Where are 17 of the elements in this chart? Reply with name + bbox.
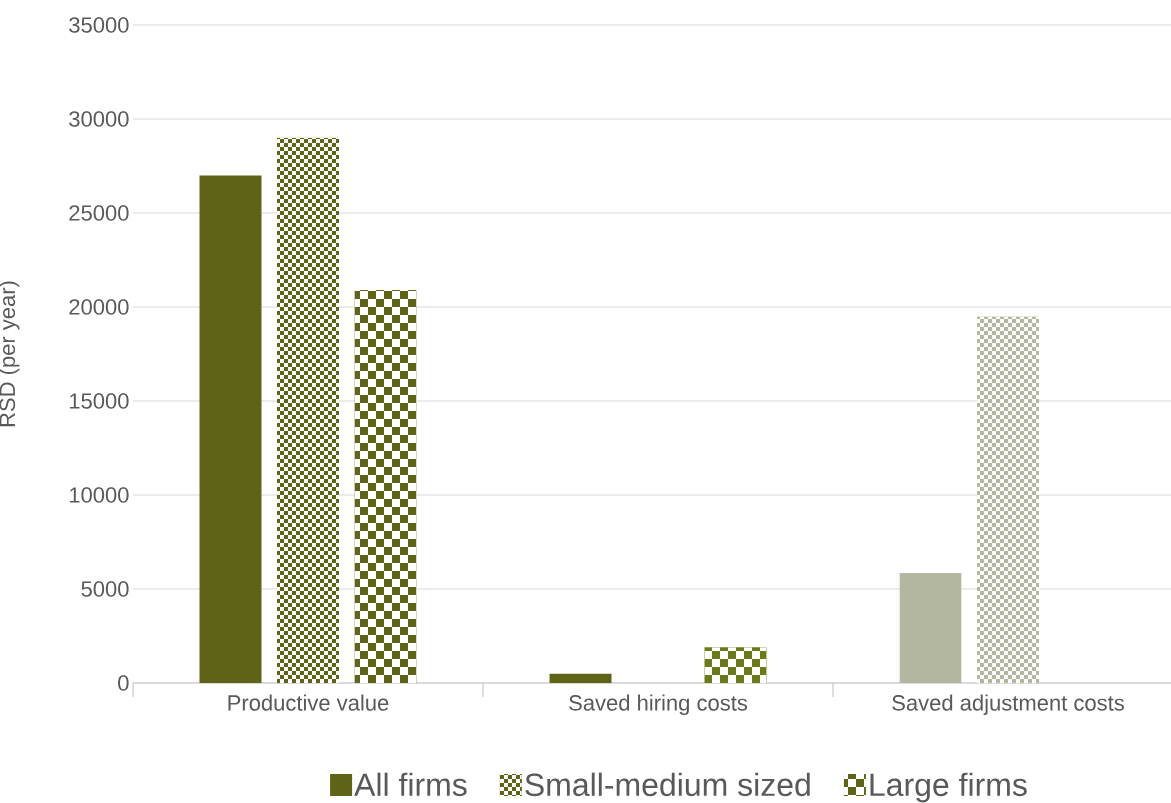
- y-tick-label: 0: [118, 675, 129, 691]
- legend-label: Large firms: [870, 772, 1027, 803]
- bar: [199, 175, 262, 683]
- legend-label: Small-medium sized: [525, 772, 810, 797]
- x-tick-label: Saved adjustment costs: [892, 694, 1124, 716]
- y-tick-label: 15000: [69, 393, 129, 409]
- bar: [899, 573, 962, 683]
- bar: [549, 673, 612, 683]
- x-tick-label: Productive value: [228, 694, 389, 711]
- x-tick-label: Saved hiring costs: [569, 694, 748, 716]
- y-tick-label: 10000: [69, 487, 129, 503]
- y-tick-label: 20000: [69, 299, 129, 315]
- y-tick-label: 30000: [69, 111, 129, 127]
- y-tick-label: 5000: [81, 581, 129, 597]
- legend-label: All firms: [354, 772, 467, 797]
- y-tick-label: 25000: [69, 205, 129, 221]
- y-tick-label: 35000: [69, 17, 129, 33]
